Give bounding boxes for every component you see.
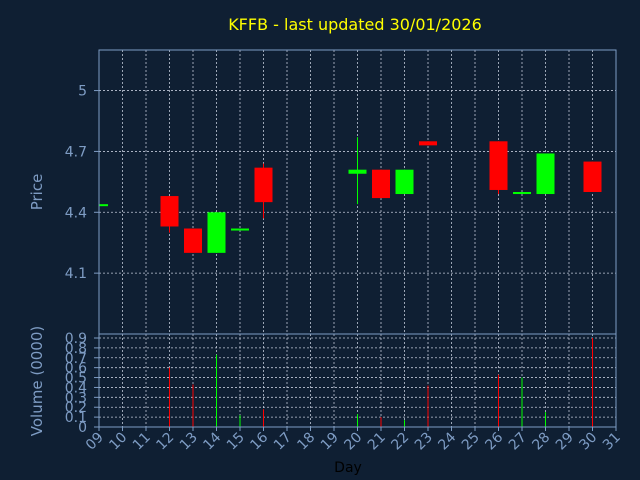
candle-body xyxy=(583,161,602,192)
day-tick-label: 29 xyxy=(553,430,577,454)
volume-tick-label: 0.9 xyxy=(65,331,87,347)
candle-body xyxy=(231,228,249,231)
day-tick-label: 18 xyxy=(294,430,318,454)
volume-tick-label: 0.8 xyxy=(65,341,87,357)
day-tick-label: 31 xyxy=(600,430,624,454)
volume-tick-label: 0.5 xyxy=(65,371,87,387)
day-tick-label: 24 xyxy=(435,429,459,453)
candle-body xyxy=(372,169,390,199)
candle-body xyxy=(489,141,508,190)
candle-body xyxy=(536,153,555,195)
candle-body xyxy=(254,167,273,203)
candle-body xyxy=(184,228,202,253)
day-tick-label: 30 xyxy=(576,430,600,454)
candle-body xyxy=(348,169,367,174)
day-tick-label: 13 xyxy=(177,430,201,454)
day-tick-label: 28 xyxy=(529,430,553,454)
day-tick-label: 12 xyxy=(153,430,177,454)
volume-axis-label: Volume (0000) xyxy=(28,326,46,436)
price-tick-label: 5 xyxy=(78,84,87,100)
volume-tick-label: 0.2 xyxy=(65,400,87,416)
price-tick-label: 4.4 xyxy=(65,205,87,221)
day-tick-label: 17 xyxy=(271,430,295,454)
day-tick-label: 15 xyxy=(224,430,248,454)
day-tick-label: 11 xyxy=(130,430,154,454)
day-tick-label: 22 xyxy=(388,430,412,454)
candle-body xyxy=(513,192,531,195)
day-tick-label: 16 xyxy=(247,429,271,453)
volume-tick-label: 0.4 xyxy=(65,380,87,396)
day-tick-label: 19 xyxy=(318,430,342,454)
day-tick-label: 20 xyxy=(341,430,365,454)
volume-tick-label: 0.7 xyxy=(65,351,87,367)
price-panel: 4.1 4.4 4.7 5 xyxy=(65,49,617,335)
candle-body xyxy=(99,204,108,207)
day-tick-label: 27 xyxy=(506,430,530,454)
price-tick-label: 4.7 xyxy=(65,144,87,160)
candle-body xyxy=(395,169,414,195)
day-tick-label: 10 xyxy=(106,430,130,454)
volume-tick-label: 0.1 xyxy=(65,410,87,426)
day-tick-label: 25 xyxy=(459,430,483,454)
volume-tick-label: 0 xyxy=(78,420,87,436)
candle-body xyxy=(207,212,226,253)
day-tick-label: 21 xyxy=(365,430,389,454)
price-tick-label: 4.1 xyxy=(65,266,87,282)
chart-title: KFFB - last updated 30/01/2026 xyxy=(228,15,482,34)
day-tick-label: 14 xyxy=(200,429,224,453)
day-tick-label: 26 xyxy=(482,429,506,453)
price-axis-label: Price xyxy=(28,174,46,211)
volume-tick-label: 0.6 xyxy=(65,361,87,377)
x-axis-label: Day xyxy=(334,460,362,476)
volume-tick-label: 0.3 xyxy=(65,390,87,406)
candle-body xyxy=(160,196,179,227)
candle-body xyxy=(419,141,437,146)
day-tick-label: 23 xyxy=(412,430,436,454)
volume-panel: 00.10.20.30.40.50.60.70.80.909 10 11 12 13 14… xyxy=(65,331,624,453)
